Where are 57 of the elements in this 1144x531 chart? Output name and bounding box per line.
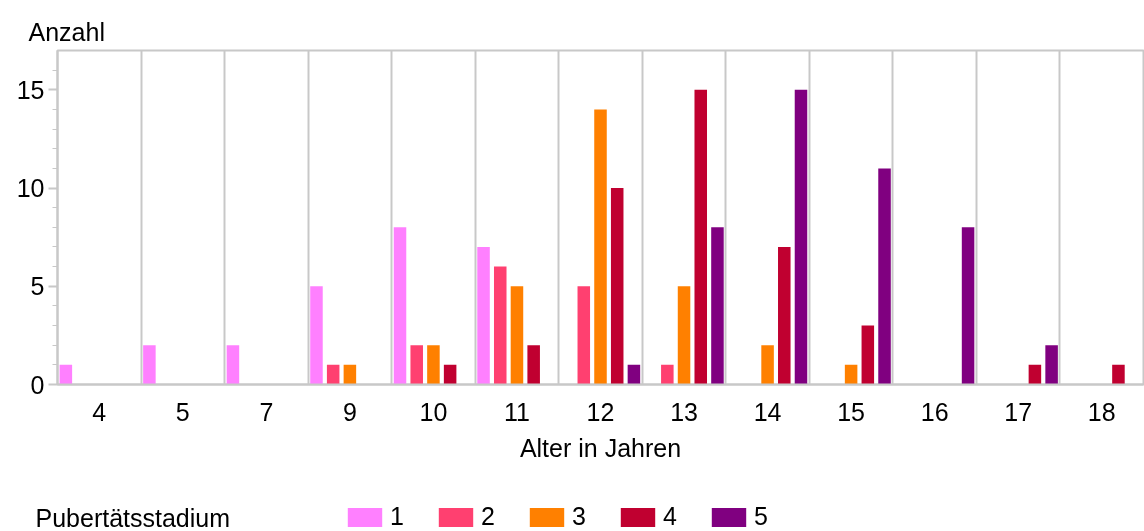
legend-label: 1	[390, 502, 405, 531]
x-tick-label: 16	[920, 397, 949, 426]
bar	[493, 266, 507, 385]
legend-label: 2	[481, 502, 496, 531]
x-tick-label: 13	[670, 397, 698, 426]
bar	[443, 364, 457, 385]
bar	[310, 286, 323, 385]
legend-title: Pubertätsstadium	[35, 503, 231, 531]
bar	[778, 246, 791, 385]
bar	[610, 188, 624, 385]
bar	[59, 364, 73, 385]
x-tick-label: 12	[586, 397, 615, 426]
bar	[694, 89, 708, 385]
x-tick-label: 18	[1087, 397, 1116, 426]
x-tick-label: 15	[837, 397, 866, 426]
bar	[794, 89, 808, 385]
legend-label: 3	[572, 502, 587, 531]
x-tick-label: 10	[419, 397, 448, 426]
bar	[410, 345, 423, 385]
bar	[577, 286, 591, 385]
x-tick-label: 4	[92, 397, 107, 426]
legend-label: 4	[663, 502, 678, 531]
y-tick-label: 5	[30, 272, 45, 301]
bar	[1045, 345, 1058, 385]
bar	[1112, 364, 1125, 385]
bar	[861, 325, 875, 385]
x-tick-label: 14	[753, 397, 782, 426]
x-axis-title: Alter in Jahren	[519, 433, 682, 462]
bar	[326, 364, 340, 385]
bar	[627, 364, 641, 385]
bar	[844, 364, 858, 385]
legend-label: 5	[754, 502, 769, 531]
bar	[878, 168, 891, 385]
bar	[677, 286, 691, 385]
y-tick-label: 10	[16, 174, 45, 203]
bar	[527, 345, 540, 385]
x-tick-label: 17	[1004, 397, 1033, 426]
y-axis-title: Anzahl	[28, 17, 105, 46]
y-tick-label: 0	[30, 370, 45, 399]
x-tick-label: 5	[175, 397, 190, 426]
bar	[761, 345, 774, 385]
bar	[427, 345, 440, 385]
x-tick-label: 9	[342, 397, 357, 426]
bar	[393, 227, 407, 385]
bar	[343, 364, 357, 385]
y-tick-label: 15	[16, 75, 45, 104]
bar	[711, 227, 724, 385]
bar	[961, 227, 975, 385]
bar	[510, 286, 524, 385]
bar	[594, 109, 607, 385]
bar	[661, 364, 674, 385]
x-tick-label: 7	[259, 397, 274, 426]
bar	[477, 246, 490, 385]
bar	[1028, 364, 1042, 385]
bar	[226, 345, 240, 385]
x-tick-label: 11	[503, 397, 530, 426]
bar	[143, 345, 156, 385]
